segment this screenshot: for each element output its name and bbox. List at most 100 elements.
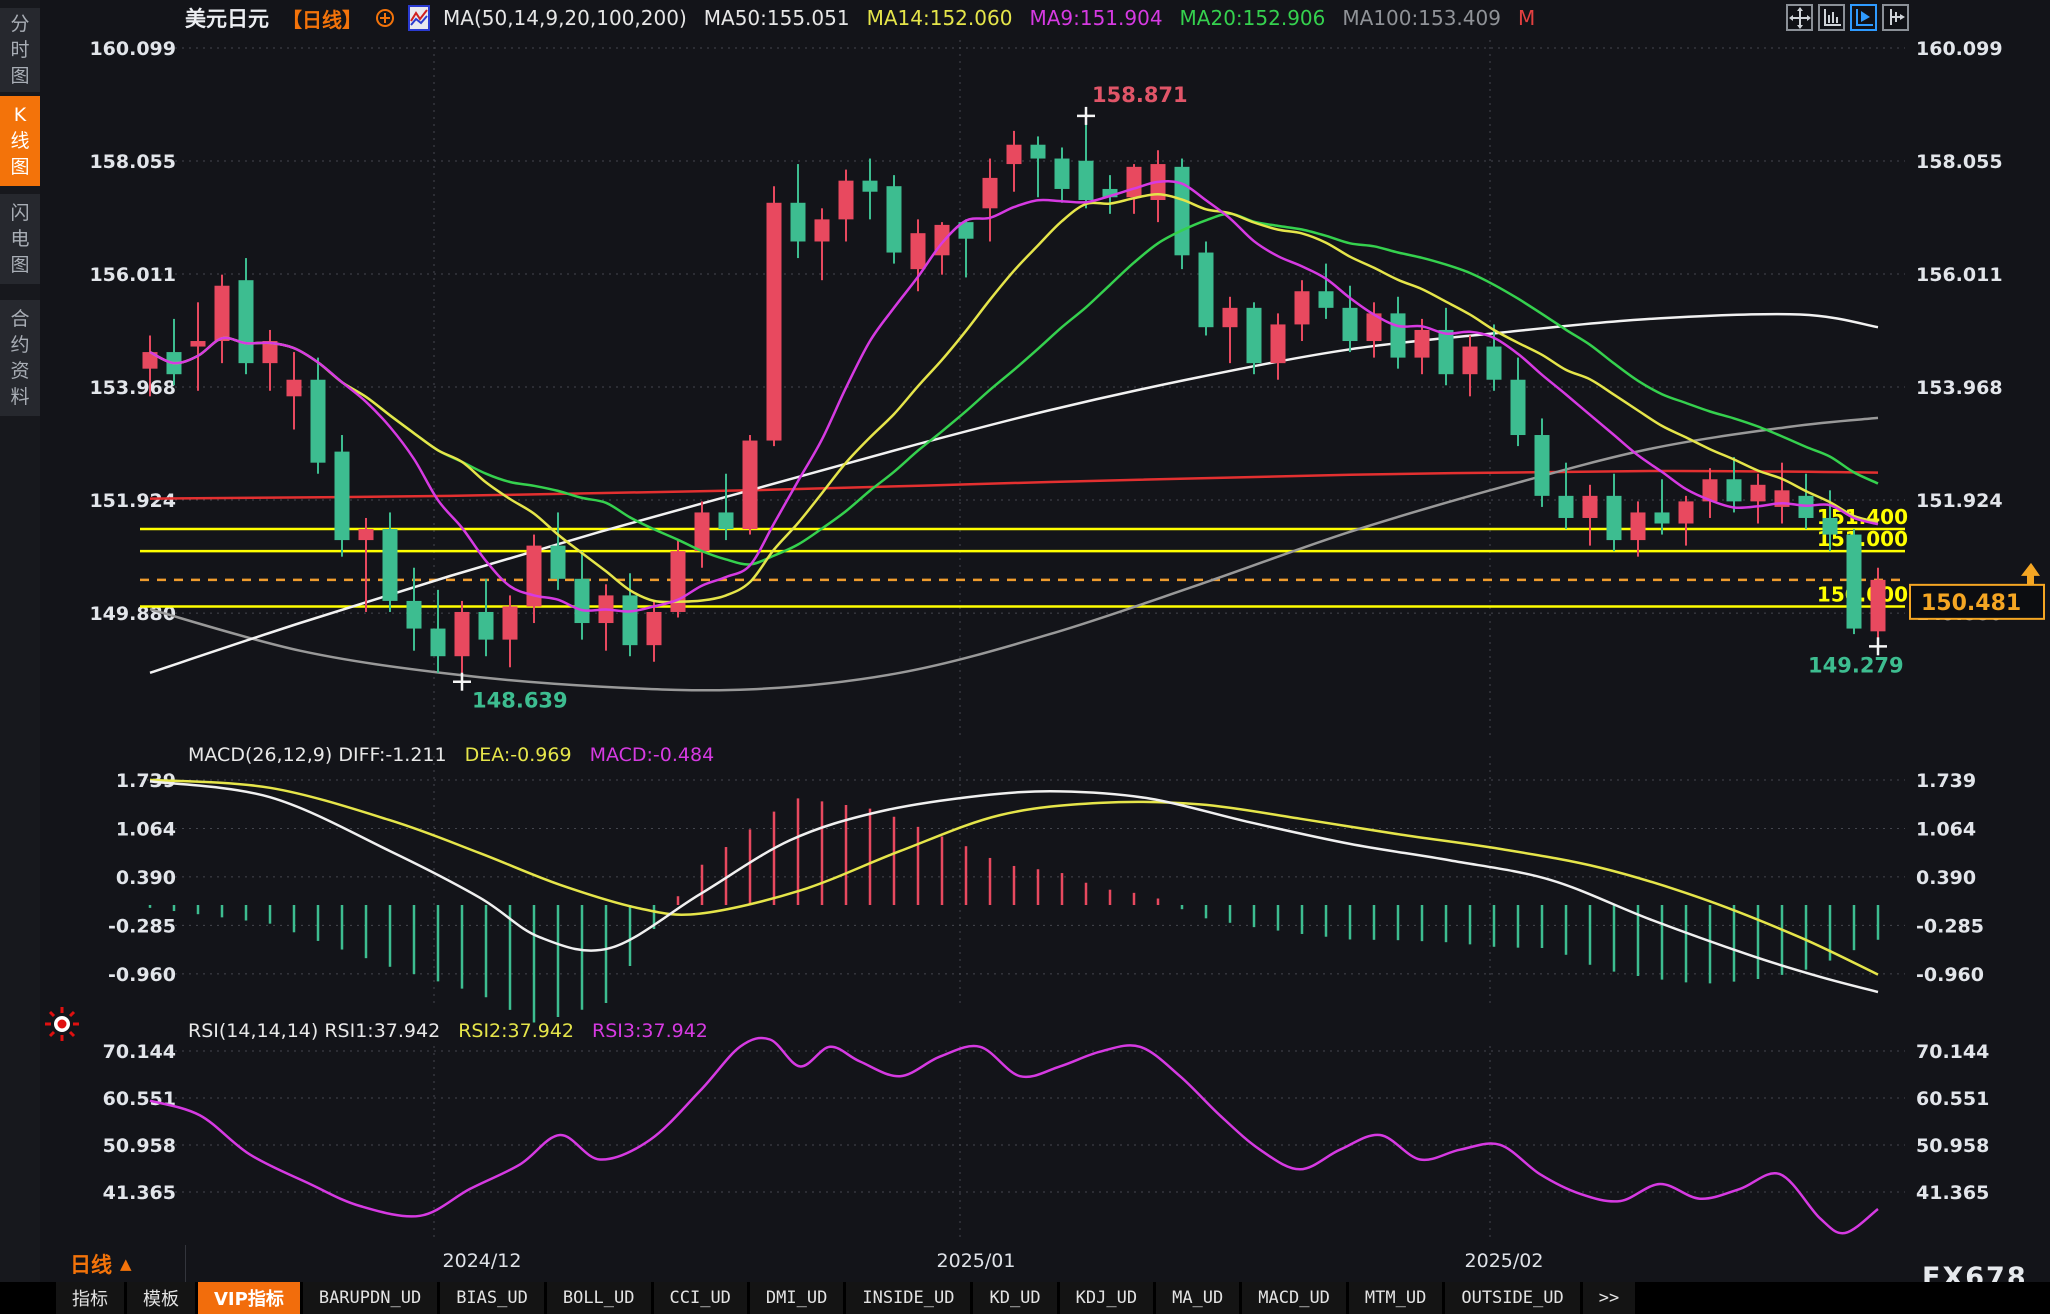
period-tag: 【日线】 [282, 7, 362, 32]
axis-label: -0.285 [1916, 915, 1984, 937]
candle [190, 341, 206, 347]
candle [238, 280, 254, 364]
candle [1390, 313, 1406, 358]
indicator-value: RSI2:37.942 [458, 1020, 575, 1042]
date-tick: 2024/12 [442, 1250, 522, 1272]
candle [646, 611, 662, 646]
tabbar-more-button[interactable]: >> [1582, 1282, 1636, 1314]
candle [1630, 512, 1646, 541]
date-tick: 2025/02 [1464, 1250, 1544, 1272]
axis-label: 148.639 [472, 689, 568, 713]
axis-label: 158.055 [89, 151, 176, 173]
axis-label: 153.968 [1916, 377, 2003, 399]
ma-value: MA100:153.409 [1342, 6, 1501, 30]
indicator-tab[interactable]: 指标 [56, 1282, 124, 1314]
diff-line [149, 780, 1879, 994]
candle [1246, 307, 1262, 364]
axis-label: 149.880 [89, 603, 176, 625]
candle [1510, 379, 1526, 436]
candle [1582, 495, 1598, 518]
candle [1222, 307, 1238, 328]
indicator-tab[interactable]: BIAS_UD [440, 1282, 544, 1314]
rsi-line [149, 1036, 1879, 1235]
candle [910, 233, 926, 270]
axis-label: -0.285 [108, 915, 176, 937]
candle [1750, 484, 1766, 502]
sidebar-item-selected[interactable]: K 线 图 [0, 96, 40, 186]
candle [1558, 495, 1574, 518]
indicator-tab[interactable]: VIP指标 [198, 1282, 300, 1314]
candle [1414, 329, 1430, 358]
candle [1006, 144, 1022, 165]
candle [1054, 158, 1070, 189]
plus-circle-icon[interactable] [375, 8, 395, 28]
period-label[interactable]: 日线 [70, 1252, 112, 1277]
candle [382, 529, 398, 601]
candles [142, 115, 1886, 682]
axis-label: 50.958 [103, 1135, 176, 1157]
axis-label: 156.011 [1916, 264, 2003, 286]
indicator-tab[interactable]: KD_UD [973, 1282, 1057, 1314]
candle [1174, 166, 1190, 256]
ma-line-ma14 [149, 193, 1879, 604]
axis-label: 70.144 [1916, 1041, 1989, 1063]
sidebar-item-tab[interactable]: 分 时 图 [0, 8, 40, 92]
candle [1654, 512, 1670, 524]
ma-value: MA9:151.904 [1029, 6, 1163, 30]
candle-chart-icon[interactable] [408, 5, 430, 31]
candle [310, 379, 326, 463]
axis-bars-icon[interactable] [1818, 4, 1845, 31]
macd-pane [148, 778, 1880, 1023]
candle [766, 202, 782, 441]
alert-record-icon[interactable] [44, 1006, 80, 1046]
axis-label: 160.099 [1916, 38, 2003, 60]
candle [1030, 144, 1046, 159]
ma-value: M [1517, 6, 1536, 30]
ma-line-ma50 [149, 312, 1879, 674]
indicator-tab[interactable]: DMI_UD [749, 1282, 844, 1314]
pan-move-icon[interactable] [1786, 4, 1813, 31]
indicator-tab[interactable]: MTM_UD [1348, 1282, 1443, 1314]
candle [1126, 166, 1142, 198]
indicator-tab[interactable]: 模板 [127, 1282, 195, 1314]
candle [1606, 495, 1622, 541]
candle [214, 285, 230, 342]
indicator-tab[interactable]: MA_UD [1156, 1282, 1240, 1314]
sidebar-item-tab[interactable]: 合 约 资 料 [0, 300, 40, 416]
date-tick: 2025/01 [936, 1250, 1016, 1272]
indicator-value: RSI(14,14,14) RSI1:37.942 [188, 1020, 441, 1042]
axis-shift-icon[interactable] [1882, 4, 1909, 31]
ma-line-ma9 [149, 180, 1879, 613]
sidebar-item-tab[interactable]: 闪 电 图 [0, 194, 40, 284]
indicator-tab[interactable]: OUTSIDE_UD [1445, 1282, 1580, 1314]
indicator-tab[interactable]: MACD_UD [1242, 1282, 1346, 1314]
candle [1270, 324, 1286, 364]
axis-label: -0.960 [1916, 964, 1984, 986]
axis-label: 50.958 [1916, 1135, 1989, 1157]
candle [478, 611, 494, 640]
indicator-tab[interactable]: BOLL_UD [546, 1282, 651, 1314]
indicator-tab[interactable]: KDJ_UD [1059, 1282, 1154, 1314]
price-markers [453, 106, 1887, 691]
candle [1078, 160, 1094, 201]
chart-toolbar [1786, 4, 1909, 31]
long-ma-lines [149, 312, 1879, 692]
candle [1342, 307, 1358, 342]
triangle-up-icon: ▲ [120, 1254, 132, 1273]
candle [1102, 188, 1118, 198]
price-tag-label: 150.481 [1921, 591, 2021, 616]
indicator-tab[interactable]: BARUPDN_UD [302, 1282, 438, 1314]
period-selector[interactable]: 日线 ▲ [0, 1245, 186, 1282]
candle [574, 578, 590, 624]
axis-label: 1.739 [1916, 770, 1976, 792]
candle [1726, 479, 1742, 502]
candle [502, 606, 518, 640]
candle [814, 219, 830, 242]
indicator-tab[interactable]: INSIDE_UD [846, 1282, 971, 1314]
axis-label: 153.968 [89, 377, 176, 399]
candle [454, 611, 470, 657]
axis-play-icon[interactable] [1850, 4, 1877, 31]
candle [742, 440, 758, 530]
grid-lines [140, 40, 1905, 1242]
indicator-tab[interactable]: CCI_UD [653, 1282, 747, 1314]
